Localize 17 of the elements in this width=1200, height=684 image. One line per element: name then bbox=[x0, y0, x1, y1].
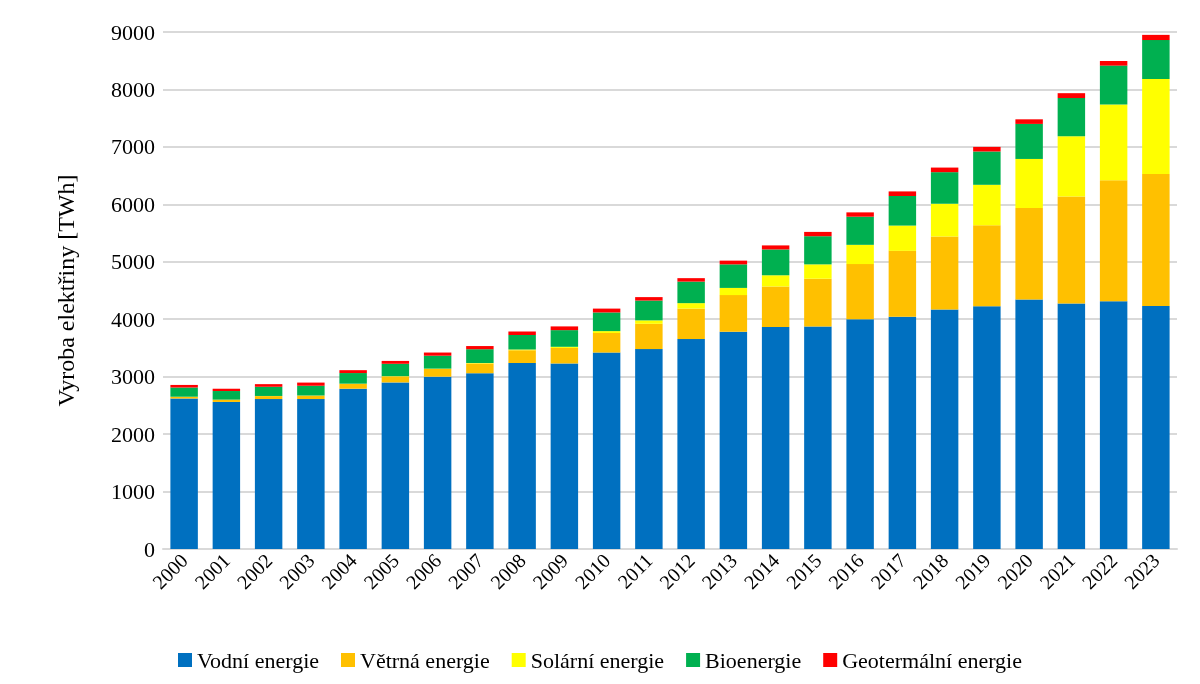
y-axis-title: Vyroba elektřiny [TWh] bbox=[53, 174, 79, 407]
legend-label: Geotermální energie bbox=[842, 647, 1022, 673]
legend-label: Vodní energie bbox=[197, 647, 320, 673]
y-tick-label: 4000 bbox=[111, 306, 155, 332]
y-tick-label: 2000 bbox=[111, 421, 155, 447]
y-tick-label: 6000 bbox=[111, 191, 155, 217]
y-tick-label: 5000 bbox=[111, 249, 155, 275]
x-tick-label: 2011 bbox=[613, 549, 657, 593]
y-tick-label: 0 bbox=[144, 536, 155, 562]
legend-label: Větrná energie bbox=[360, 647, 490, 673]
legend-label: Solární energie bbox=[530, 647, 665, 673]
y-tick-label: 1000 bbox=[111, 479, 155, 505]
y-tick-label: 9000 bbox=[111, 19, 155, 45]
legend-label: Bioenergie bbox=[705, 647, 802, 673]
y-tick-label: 7000 bbox=[111, 134, 155, 160]
y-tick-label: 8000 bbox=[111, 76, 155, 102]
y-tick-label: 3000 bbox=[111, 364, 155, 390]
